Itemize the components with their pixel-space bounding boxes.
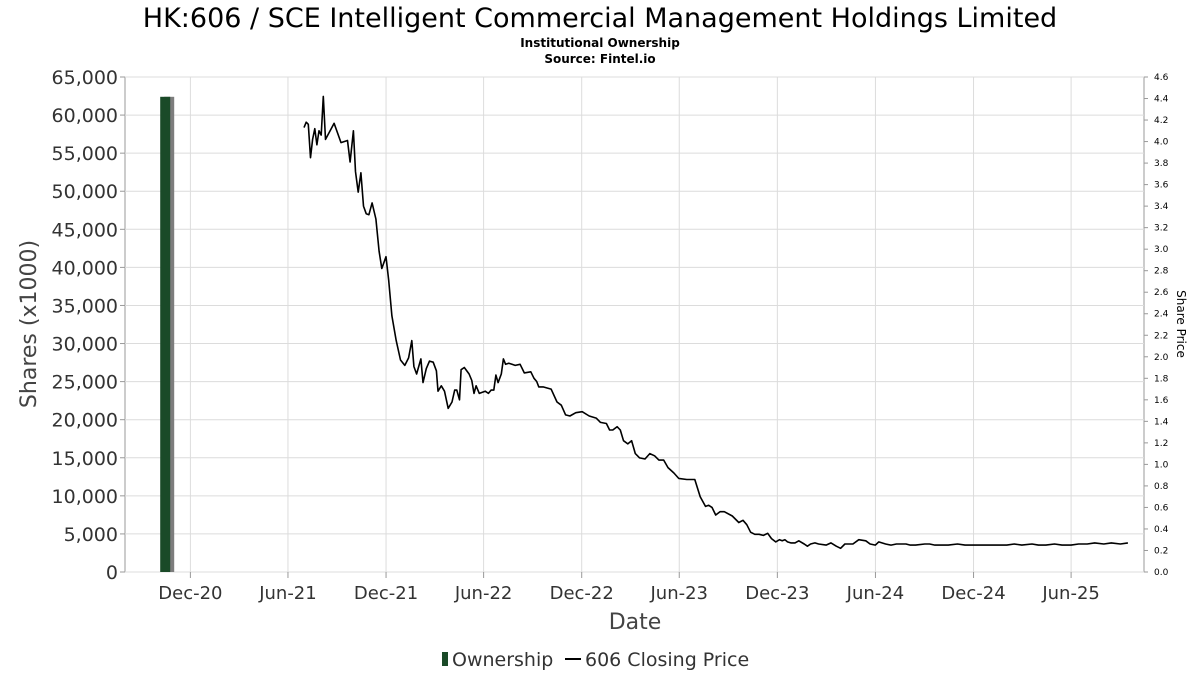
x-tick-label: Jun-23	[649, 583, 708, 604]
y2-tick-label: 4.2	[1154, 116, 1168, 126]
y2-tick-label: 0.0	[1154, 568, 1169, 578]
legend: Ownership 606 Closing Price	[442, 649, 749, 671]
y2-tick-label: 0.8	[1154, 482, 1169, 492]
x-axis-label: Date	[609, 610, 662, 635]
y-axis-label: Shares (x1000)	[17, 240, 42, 408]
y-tick-label: 65,000	[52, 67, 118, 89]
y-tick-label: 20,000	[52, 410, 118, 432]
x-tick-label: Jun-22	[454, 583, 513, 604]
y-tick-label: 25,000	[52, 372, 118, 394]
y-axis-right: 0.0 0.2 0.4 0.6 0.8 1.0 1.2 1.4 1.6 1.8 2.0 2.2 2.4 2…	[1144, 73, 1169, 578]
y2-tick-label: 3.4	[1154, 202, 1169, 212]
y-axis-left: 0 5,000 10,000 15,000 20,000 25,000 30,000 35,0…	[52, 67, 125, 584]
chart-title: HK:606 / SCE Intelligent Commercial Mana…	[143, 3, 1057, 34]
price-line	[303, 95, 1129, 550]
y2-tick-label: 2.0	[1154, 353, 1169, 363]
y-tick-label: 35,000	[52, 295, 118, 317]
legend-ownership-swatch	[442, 652, 448, 666]
x-tick-label: Dec-22	[550, 583, 614, 604]
chart-source: Source: Fintel.io	[544, 52, 655, 66]
y2-tick-label: 1.2	[1154, 439, 1168, 449]
legend-price-label: 606 Closing Price	[585, 649, 749, 671]
y2-tick-label: 1.8	[1154, 374, 1169, 384]
y2-tick-label: 3.0	[1154, 245, 1169, 255]
ownership-bar	[160, 96, 171, 573]
y2-tick-label: 1.4	[1154, 417, 1169, 427]
y2-tick-label: 4.6	[1154, 73, 1169, 83]
grid	[125, 76, 1144, 573]
y-tick-label: 45,000	[52, 219, 118, 241]
y-tick-label: 50,000	[52, 181, 118, 203]
y2-tick-label: 3.6	[1154, 181, 1169, 191]
x-tick-label: Jun-21	[258, 583, 317, 604]
y2-axis-label: Share Price	[1174, 290, 1188, 358]
x-tick-label: Dec-20	[158, 583, 222, 604]
x-axis: Dec-20 Jun-21 Dec-21 Jun-22 Dec-22 Jun-23 Dec-…	[158, 572, 1100, 604]
y2-tick-label: 3.8	[1154, 159, 1169, 169]
x-tick-label: Jun-25	[1041, 583, 1100, 604]
plot-area	[124, 76, 1145, 573]
x-tick-label: Dec-23	[745, 583, 809, 604]
y-tick-label: 60,000	[52, 105, 118, 127]
y-tick-label: 15,000	[52, 448, 118, 470]
x-tick-label: Dec-21	[354, 583, 418, 604]
y2-tick-label: 1.0	[1154, 460, 1169, 470]
y2-tick-label: 0.6	[1154, 503, 1169, 513]
y-tick-label: 30,000	[52, 334, 118, 356]
x-tick-label: Dec-24	[941, 583, 1005, 604]
price-line-layer	[303, 95, 1129, 550]
y2-tick-label: 0.4	[1154, 525, 1169, 535]
y2-tick-label: 1.6	[1154, 396, 1169, 406]
x-tick-label: Jun-24	[846, 583, 905, 604]
ownership-bars	[160, 96, 175, 573]
y2-tick-label: 3.2	[1154, 224, 1168, 234]
legend-ownership-label: Ownership	[452, 649, 553, 671]
y-tick-label: 55,000	[52, 143, 118, 165]
y-tick-label: 10,000	[52, 486, 118, 508]
chart-subtitle: Institutional Ownership	[520, 36, 680, 50]
y2-tick-label: 4.0	[1154, 138, 1169, 148]
y2-tick-label: 4.4	[1154, 95, 1169, 105]
y2-tick-label: 2.6	[1154, 288, 1169, 298]
y-tick-label: 0	[106, 562, 118, 584]
y-tick-label: 40,000	[52, 257, 118, 279]
y2-tick-label: 2.8	[1154, 267, 1169, 277]
y2-tick-label: 2.4	[1154, 310, 1169, 320]
y-tick-label: 5,000	[64, 524, 118, 546]
y2-tick-label: 2.2	[1154, 331, 1168, 341]
y2-tick-label: 0.2	[1154, 546, 1168, 556]
